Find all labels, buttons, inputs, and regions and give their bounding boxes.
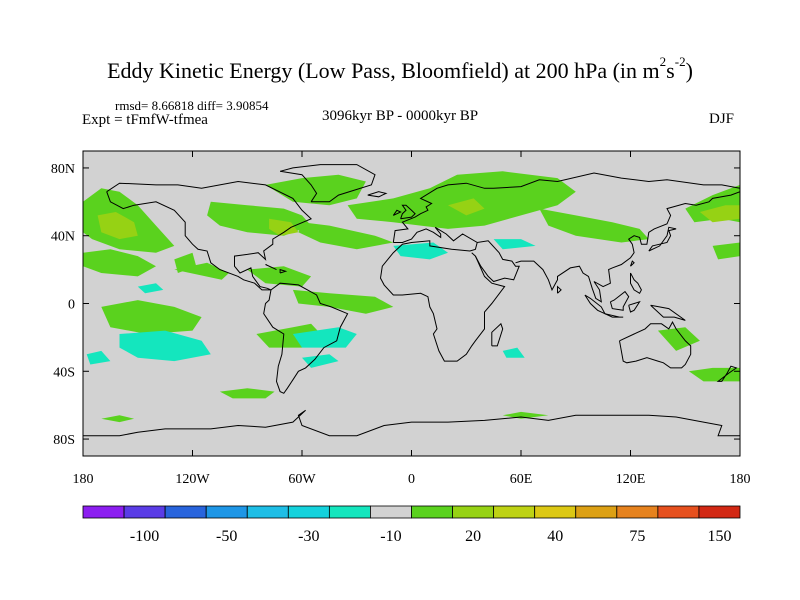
coastline-5 (474, 240, 520, 283)
colorbar-swatch-10 (493, 505, 536, 519)
y-tick-label-1: 40N (51, 230, 75, 245)
coastline-22 (716, 365, 738, 382)
anomaly-region-5 (269, 218, 299, 236)
coastline-16 (491, 322, 504, 347)
y-tick-label-2: 0 (68, 298, 75, 313)
anomaly-region-30 (137, 283, 164, 294)
coastline-21 (279, 268, 288, 274)
colorbar-label-3: -10 (380, 528, 401, 545)
coastline-10 (609, 290, 630, 311)
anomaly-region-25 (119, 330, 211, 362)
y-tick-label-3: 40S (53, 365, 75, 380)
colorbar-swatch-5 (287, 505, 330, 519)
colorbar-swatch-9 (452, 505, 495, 519)
coastline-11 (628, 300, 641, 313)
rmsd-diff-stats: rmsd= 8.66818 diff= 3.90854 (115, 98, 269, 113)
coastline-20 (265, 264, 277, 271)
colorbar-swatch-1 (123, 505, 166, 519)
coastline-18 (392, 209, 402, 216)
colorbar-label-6: 75 (629, 528, 645, 545)
colorbar-label-0: -100 (130, 528, 159, 545)
colorbar-swatch-4 (246, 505, 289, 519)
map-plot-area (82, 150, 741, 457)
colorbar-swatch-8 (411, 505, 453, 519)
chart-title: Eddy Kinetic Energy (Low Pass, Bloomfiel… (107, 54, 693, 83)
coastlines (83, 164, 740, 437)
anomaly-region-23 (699, 205, 740, 223)
x-tick-label-1: 120W (175, 472, 210, 487)
coastline-3 (392, 172, 740, 243)
coastline-12 (650, 304, 686, 321)
anomaly-region-13 (292, 289, 394, 314)
colorbar-swatch-3 (205, 505, 248, 519)
colorbar-label-5: 40 (547, 528, 563, 545)
colorbar-swatch-0 (82, 505, 125, 519)
anomaly-region-20 (688, 367, 740, 382)
anomaly-region-31 (502, 347, 525, 358)
coastline-2 (279, 164, 376, 203)
colorbar-swatch-15 (698, 505, 741, 519)
anomaly-region-8 (448, 198, 485, 216)
coastline-24 (83, 409, 740, 437)
anomaly-region-1 (97, 212, 138, 240)
colorbar-label-4: 20 (465, 528, 481, 545)
anomaly-region-11 (174, 262, 229, 280)
colorbar-swatch-2 (164, 505, 207, 519)
colorbar-swatch-7 (370, 505, 412, 519)
coastline-0 (106, 180, 313, 291)
anomaly-region-7 (347, 171, 576, 229)
x-tick-label-5: 120E (616, 472, 646, 487)
colorbar-swatch-13 (616, 505, 659, 519)
coastline-14 (630, 260, 635, 267)
colorbar-swatch-12 (575, 505, 618, 519)
colorbar-label-2: -30 (298, 528, 319, 545)
colorbar: -100 -50 -30 -10 20 40 75 150 (82, 505, 741, 545)
anomaly-region-26 (302, 354, 339, 368)
anomaly-region-24 (292, 327, 357, 348)
colorbar-swatch-14 (657, 505, 700, 519)
colorbar-label-7: 150 (707, 528, 731, 545)
coastline-19 (367, 191, 388, 198)
coastline-6 (515, 191, 740, 303)
coastline-9 (604, 313, 624, 318)
x-tick-label-4: 60E (510, 472, 533, 487)
anomaly-region-2 (83, 249, 156, 277)
colorbar-label-1: -50 (216, 528, 237, 545)
time-period-label: 3096kyr BP - 0000kyr BP (322, 108, 479, 124)
x-tick-label-0: 180 (73, 472, 94, 487)
x-tick-label-2: 60W (288, 472, 316, 487)
anomaly-region-28 (493, 239, 536, 250)
experiment-label: Expt = tFmfW-tfmea (82, 112, 208, 128)
coastline-1 (263, 282, 349, 394)
anomaly-region-15 (101, 300, 202, 334)
coastline-13 (648, 226, 677, 252)
anomaly-region-17 (101, 415, 135, 423)
anomaly-region-29 (86, 350, 111, 365)
colorbar-swatch-11 (534, 505, 577, 519)
coastline-17 (400, 204, 416, 220)
anomaly-region-21 (712, 242, 740, 260)
anomaly-region-12 (247, 266, 312, 287)
season-label: DJF (708, 111, 734, 127)
coastline-23 (557, 285, 562, 294)
coastline-7 (619, 321, 692, 369)
y-tick-label-4: 80S (53, 433, 75, 448)
anomaly-region-19 (502, 411, 549, 419)
coastline-4 (379, 226, 506, 362)
anomaly-region-9 (539, 208, 649, 243)
coastline-15 (630, 272, 642, 295)
y-tick-label-0: 80N (51, 162, 75, 177)
axis-ticks: 180 120W 60W 0 60E 120E 180 80N 40N 0 40S 80S (51, 151, 751, 487)
anomaly-region-16 (219, 388, 275, 399)
anomaly-region-10 (298, 222, 394, 250)
x-tick-label-3: 0 (408, 472, 415, 487)
colorbar-swatch-6 (328, 505, 371, 519)
x-tick-label-6: 180 (730, 472, 751, 487)
